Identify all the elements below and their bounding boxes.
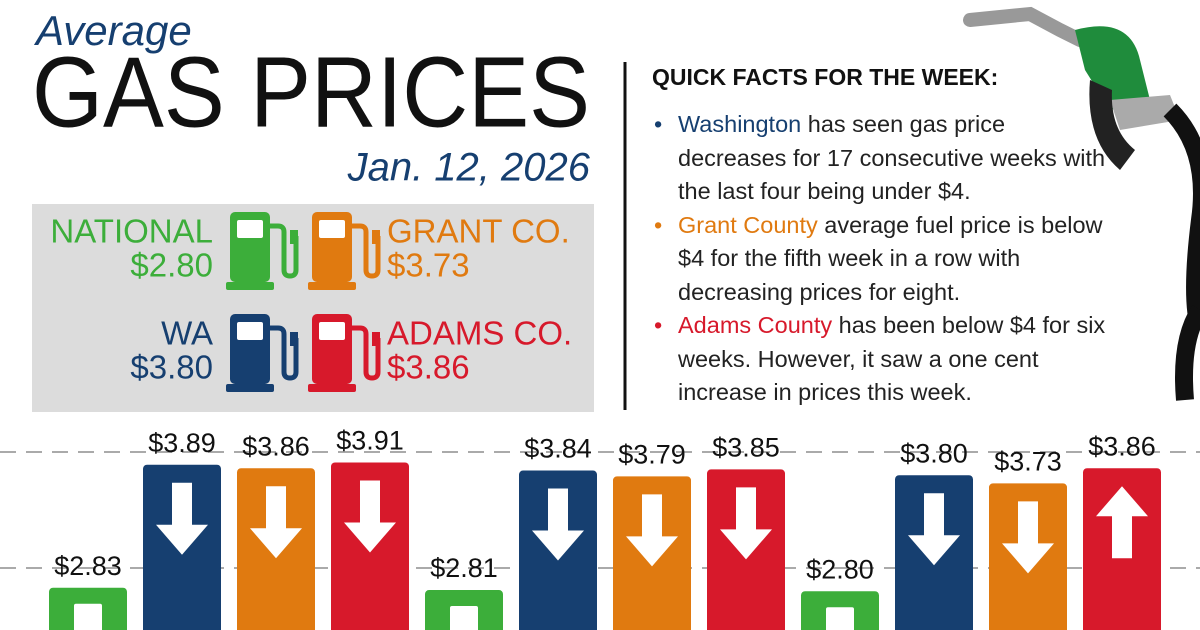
pump-nozzle: [372, 332, 380, 346]
pump-window: [237, 220, 263, 238]
pump-base: [308, 282, 356, 290]
arrow-down: [908, 493, 960, 566]
pump-cutout: [826, 607, 854, 630]
arrow-up: [1096, 486, 1148, 559]
facts-title: QUICK FACTS FOR THE WEEK:: [652, 64, 999, 90]
kicker: Average: [33, 7, 192, 54]
pump-icon: [308, 314, 381, 392]
summary-price: $3.73: [387, 247, 470, 284]
bullet: •: [654, 111, 663, 137]
pump-base: [226, 384, 274, 392]
facts-list: • Washington has seen gas price decreases…: [652, 108, 1122, 410]
pump-cutout: [450, 606, 478, 630]
summary-price: $3.86: [387, 349, 470, 386]
pump-base: [308, 384, 356, 392]
pump-window: [237, 322, 263, 340]
pump-nozzle: [290, 332, 298, 346]
fact-text: has seen gas price decreases for 17 cons…: [678, 111, 1106, 204]
arrow-down: [156, 482, 208, 555]
pump-hose: [270, 325, 299, 381]
summary-label: GRANT CO.: [387, 213, 570, 250]
fact-item: • Adams County has been below $4 for six …: [652, 309, 1118, 410]
summary-label: WA: [161, 315, 213, 352]
value-label: $3.86: [242, 431, 310, 461]
value-label: $3.89: [148, 428, 216, 458]
pump-icon: [308, 212, 381, 290]
value-label: $3.84: [524, 434, 592, 464]
value-label: $2.81: [430, 553, 498, 583]
fact-item: • Grant County average fuel price is belo…: [652, 209, 1118, 310]
fact-text: has been below $4 for six weeks. However…: [678, 312, 1106, 405]
main-title: GAS PRICES: [32, 36, 590, 148]
value-label: $3.79: [618, 439, 686, 469]
value-label: $3.86: [1088, 431, 1156, 461]
pump-cutout: [74, 603, 102, 630]
fuel-nozzle: [963, 6, 1200, 401]
fact-item: • Washington has seen gas price decreases…: [652, 108, 1118, 209]
date: Jan. 12, 2026: [347, 146, 591, 190]
fact-text: average fuel price is below $4 for the f…: [678, 211, 1103, 305]
summary-price: $2.80: [130, 247, 213, 284]
arrow-down: [626, 494, 678, 567]
arrow-down: [720, 487, 772, 560]
fact-highlight: Grant County: [678, 211, 818, 238]
value-label: $3.85: [712, 433, 780, 463]
bullet: •: [654, 211, 663, 238]
pump-nozzle: [372, 230, 380, 244]
pump-window: [319, 322, 345, 340]
pump-base: [226, 282, 274, 290]
bullet: •: [654, 312, 663, 338]
arrow-down: [1002, 501, 1054, 574]
arrow-down: [250, 486, 302, 559]
value-label: $3.80: [900, 438, 968, 468]
pump-window: [319, 220, 345, 238]
fact-highlight: Adams County: [678, 312, 833, 338]
value-label: $3.91: [336, 426, 404, 456]
pump-hose: [270, 223, 299, 279]
summary-price: $3.80: [130, 349, 213, 386]
pump-hose: [352, 325, 381, 381]
pump-nozzle: [290, 230, 298, 244]
pump-hose: [352, 223, 381, 279]
summary-label: NATIONAL: [50, 213, 213, 250]
value-label: $2.80: [806, 554, 874, 584]
value-label: $2.83: [54, 551, 122, 581]
arrow-down: [344, 480, 396, 553]
pump-icon: [226, 314, 299, 392]
arrow-down: [532, 488, 584, 561]
summary-label: ADAMS CO.: [387, 315, 572, 352]
fact-highlight: Washington: [678, 111, 802, 137]
pump-icon: [226, 212, 299, 290]
value-label: $3.73: [994, 446, 1062, 476]
